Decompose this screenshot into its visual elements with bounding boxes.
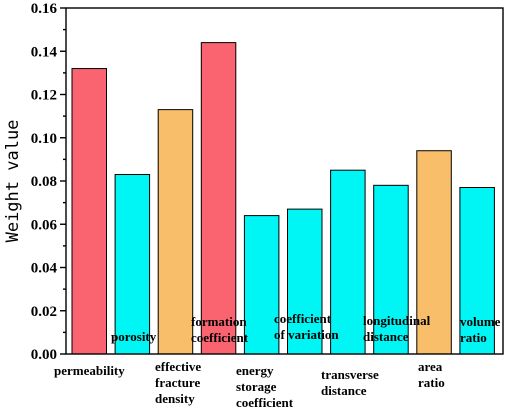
category-label-line: effective: [155, 359, 201, 374]
category-label-line: longitudinal: [363, 313, 431, 328]
bar: [287, 208, 323, 355]
category-label: formation coefficient: [191, 314, 249, 345]
y-tick-label: 0.16: [31, 1, 58, 17]
category-label: volume ratio: [460, 314, 501, 345]
category-label-line: distance: [363, 329, 409, 344]
category-label: area ratio: [418, 359, 445, 390]
y-tick-label: 0.06: [31, 217, 58, 233]
bar: [330, 169, 366, 355]
y-tick-label: 0.04: [31, 261, 58, 277]
bar: [157, 109, 194, 355]
category-label-line: porosity: [111, 329, 157, 344]
bar: [373, 184, 409, 355]
y-axis-label: Weight value: [3, 120, 23, 243]
category-label-line: energy: [236, 363, 274, 378]
category-labels: permeability porosity effective fracture den…: [54, 311, 501, 410]
category-label-line: formation: [191, 314, 247, 329]
category-label-line: ratio: [460, 330, 487, 345]
y-tick-label: 0.12: [31, 88, 57, 104]
category-label-line: distance: [321, 383, 367, 398]
category-label-line: storage: [236, 379, 277, 394]
category-label-line: fracture: [155, 375, 200, 390]
y-axis-ticks: 0.00 0.02 0.04 0.06 0.08 0.10 0.12 0.14 0.16: [31, 1, 66, 363]
y-tick-label: 0.00: [31, 347, 57, 363]
bar: [459, 186, 495, 355]
category-label-line: coefficient: [274, 311, 332, 326]
category-label-line: coefficient: [191, 330, 249, 345]
y-tick-label: 0.08: [31, 174, 57, 190]
category-label: transverse distance: [321, 367, 379, 398]
bars-group: [71, 42, 495, 355]
bar: [243, 215, 280, 355]
category-label-line: volume: [460, 314, 501, 329]
category-label: coefficient of variation: [274, 311, 339, 342]
category-label-line: area: [418, 359, 443, 374]
category-label: porosity: [111, 329, 157, 344]
category-label-line: of variation: [274, 327, 339, 342]
bar: [114, 174, 151, 355]
category-label: permeability: [54, 363, 125, 378]
y-tick-label: 0.10: [31, 131, 57, 147]
y-tick-label: 0.02: [31, 304, 57, 320]
bar: [71, 68, 107, 355]
category-label-line: ratio: [418, 375, 445, 390]
category-label: effective fracture density: [155, 359, 201, 406]
category-label-line: coefficient: [236, 395, 294, 410]
bar: [200, 42, 237, 355]
plot-frame: [65, 7, 504, 355]
category-label: energy storage coefficient: [236, 363, 294, 410]
y-tick-label: 0.14: [31, 44, 58, 60]
category-label-line: transverse: [321, 367, 379, 382]
category-label: longitudinal distance: [363, 313, 431, 344]
category-label-line: density: [155, 391, 195, 406]
category-label-line: permeability: [54, 363, 125, 378]
